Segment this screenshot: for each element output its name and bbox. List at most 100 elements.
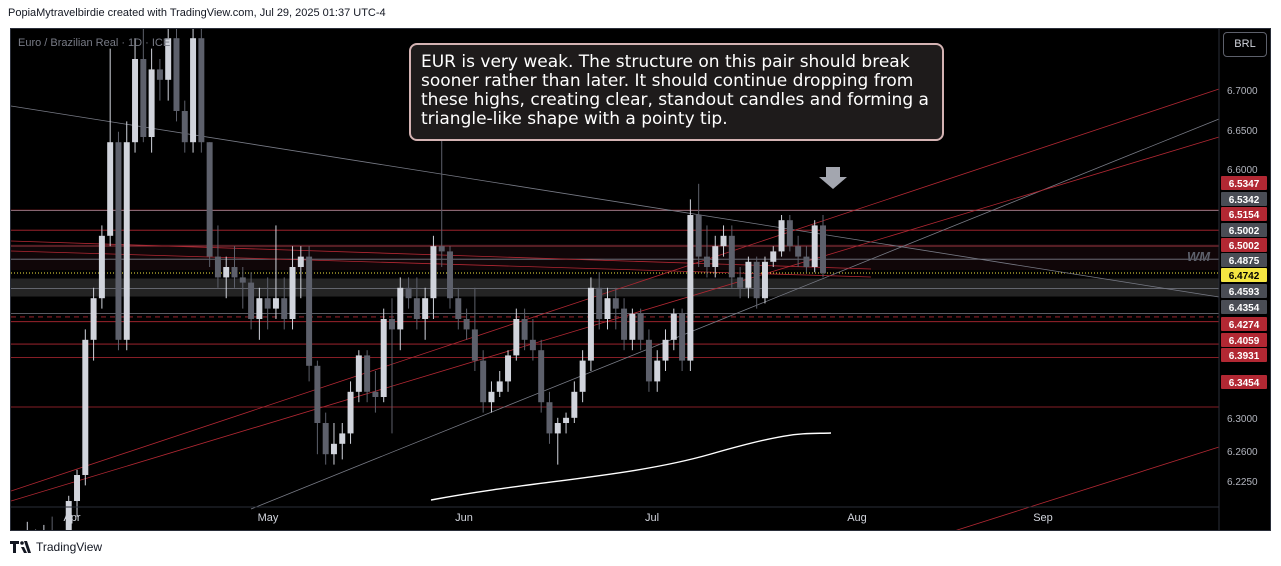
candle-body-88 (745, 261, 752, 288)
candle-body-79 (670, 313, 677, 340)
candle-body-6 (65, 501, 72, 530)
candle-body-81 (687, 215, 694, 361)
descending-trendline (11, 105, 1220, 298)
x-tick-label-1: May (258, 512, 279, 524)
y-tick-label-1: 6.6500 (1227, 126, 1258, 137)
price-badge-0 (1221, 176, 1267, 190)
footer-brand-label: TradingView (36, 540, 103, 554)
candle-body-40 (347, 391, 354, 434)
candle-body-87 (737, 277, 744, 288)
candle-body-91 (770, 251, 777, 262)
ascending-trendline (250, 118, 1220, 510)
candle-body-69 (587, 287, 594, 361)
candle-body-34 (297, 256, 304, 268)
price-badge-label-1: 6.5342 (1229, 195, 1260, 206)
candle-body-74 (629, 313, 636, 340)
candle-body-39 (339, 433, 346, 444)
price-badge-label-0: 6.5347 (1229, 179, 1260, 190)
candle-body-89 (753, 261, 760, 299)
candle-body-82 (695, 215, 702, 257)
candle-body-66 (563, 417, 570, 424)
candle-body-77 (654, 360, 661, 382)
price-badge-5 (1221, 253, 1267, 267)
candle-body-68 (579, 360, 586, 392)
candle-body-44 (380, 319, 387, 398)
candle-body-54 (463, 319, 470, 330)
price-badge-label-3: 6.5002 (1229, 226, 1260, 237)
candle-body-7 (74, 475, 81, 502)
candle-body-22 (198, 38, 205, 143)
candle-body-18 (165, 38, 172, 80)
price-badge-label-5: 6.4875 (1229, 256, 1260, 267)
price-badge-label-8: 6.4354 (1229, 303, 1260, 314)
candle-body-33 (289, 267, 296, 320)
price-badge-9 (1221, 317, 1267, 331)
price-badge-10 (1221, 333, 1267, 347)
chart-frame[interactable]: WM Apr May Jun Jul Aug Sep 6.7000 6.6500 6.6000 6.… (10, 28, 1271, 531)
annotation-callout[interactable]: EUR is very weak. The structure on this … (409, 43, 944, 141)
candle-body-73 (621, 308, 628, 340)
candle-body-55 (471, 329, 478, 361)
candle-body-20 (181, 111, 188, 143)
price-badge-label-2: 6.5154 (1229, 210, 1260, 221)
candle-body-50 (430, 246, 437, 299)
x-tick-label-4: Aug (847, 512, 867, 524)
candle-body-61 (521, 319, 528, 340)
candle-body-37 (322, 423, 329, 455)
candle-body-49 (422, 298, 429, 320)
candle-body-13 (123, 142, 130, 340)
candle-body-70 (596, 287, 603, 320)
candle-body-97 (820, 225, 826, 274)
candle-body-93 (786, 220, 793, 247)
candle-body-43 (372, 391, 379, 398)
candle-body-51 (438, 246, 445, 252)
candle-body-19 (173, 38, 180, 112)
candle-body-78 (662, 339, 669, 361)
candle-body-21 (190, 38, 197, 143)
candle-body-62 (529, 339, 536, 351)
candle-body-67 (571, 391, 578, 418)
candle-body-58 (496, 381, 503, 392)
candle-body-86 (728, 235, 735, 278)
candle-body-71 (604, 298, 611, 320)
candle-body-38 (330, 443, 337, 455)
price-badge-3 (1221, 223, 1267, 237)
currency-button[interactable]: BRL (1223, 32, 1267, 57)
x-tick-label-3: Jul (645, 512, 659, 524)
candle-body-52 (447, 251, 453, 299)
support-zone (11, 278, 1219, 297)
candle-body-23 (206, 142, 213, 257)
candle-body-41 (355, 355, 362, 392)
attribution-header: PopiaMytravelbirdie created with Trading… (8, 7, 386, 19)
candle-body-60 (513, 319, 520, 356)
price-badge-1 (1221, 192, 1267, 206)
candle-body-47 (405, 287, 412, 299)
y-tick-label-4: 6.2600 (1227, 447, 1258, 458)
price-badge-label-12: 6.3454 (1229, 378, 1260, 389)
candle-body-64 (546, 402, 553, 434)
candle-body-25 (223, 267, 230, 278)
price-badge-label-4: 6.5002 (1229, 241, 1260, 252)
candle-body-75 (637, 313, 644, 340)
candle-body-11 (107, 142, 114, 236)
candle-body-95 (803, 256, 810, 268)
x-tick-label-0: Apr (63, 512, 80, 524)
candle-body-24 (214, 256, 221, 278)
price-badge-2 (1221, 207, 1267, 221)
x-tick-label-2: Jun (455, 512, 473, 524)
price-badge-label-9: 6.4274 (1229, 320, 1260, 331)
candle-body-12 (115, 142, 122, 340)
candle-body-48 (413, 298, 420, 320)
candle-body-53 (455, 298, 462, 320)
candle-body-56 (480, 360, 487, 403)
resistance-zone (11, 244, 1219, 270)
candle-body-46 (397, 287, 404, 330)
red-slope-a (11, 240, 872, 270)
candle-body-36 (314, 365, 321, 424)
red-lower-slope (955, 446, 1220, 530)
candle-body-26 (231, 267, 238, 278)
watermark-text: WM (1187, 249, 1211, 264)
red-channel-upper (11, 88, 1220, 492)
candle-body-96 (811, 225, 818, 268)
candlestick-chart[interactable]: WM Apr May Jun Jul Aug Sep 6.7000 6.6500 6.6000 6.… (11, 29, 1271, 531)
